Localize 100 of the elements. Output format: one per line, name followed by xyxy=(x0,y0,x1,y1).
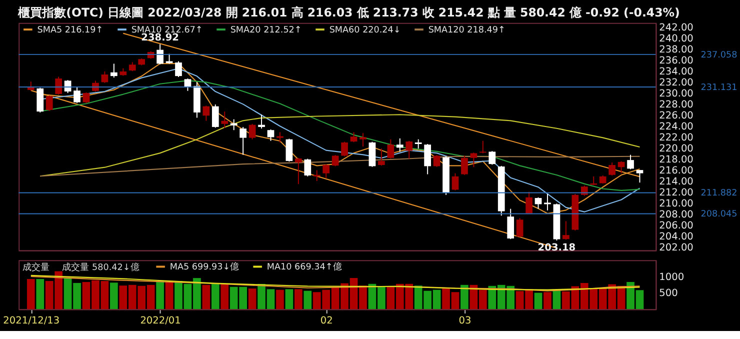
legend-label: MA5 699.93↓億 xyxy=(170,262,240,273)
candlestick xyxy=(248,123,256,140)
candlestick xyxy=(36,87,44,113)
candlestick xyxy=(360,132,366,147)
line-series xyxy=(40,114,640,177)
y-tick-label: 214.00 xyxy=(659,176,694,188)
candlestick xyxy=(562,220,570,240)
candlestick xyxy=(202,105,210,122)
y-tick-label: 222.00 xyxy=(659,132,694,144)
x-tick-label: 2021/12/13 xyxy=(3,315,60,326)
candlestick xyxy=(544,193,551,211)
y-tick-label: 228.00 xyxy=(659,100,694,111)
y-tick-label: 234.00 xyxy=(659,66,694,78)
ref-line-label: 211.882 xyxy=(700,188,738,199)
annotation: 203.18 xyxy=(538,242,576,254)
y-tick-label: 226.00 xyxy=(659,110,694,122)
bar xyxy=(36,279,44,310)
candlestick xyxy=(387,138,394,159)
bar xyxy=(544,292,552,310)
y-tick-label: 224.00 xyxy=(659,122,694,133)
x-tick-label: 02 xyxy=(320,315,333,326)
annotation: 238.92 xyxy=(141,32,179,44)
line-series xyxy=(40,156,640,177)
candlestick xyxy=(507,208,514,240)
bar xyxy=(26,279,35,310)
x-tick-label: 03 xyxy=(458,315,472,326)
candlestick xyxy=(608,162,616,176)
candlestick xyxy=(636,169,644,184)
legend-label: MA10 669.34↑億 xyxy=(266,262,342,273)
candlestick xyxy=(414,138,422,150)
candlestick xyxy=(406,140,413,160)
bar xyxy=(276,290,284,310)
y-tick-label: 206.00 xyxy=(659,220,694,232)
candlestick xyxy=(618,160,625,174)
chart-title: 成交量 xyxy=(22,262,50,273)
y-tick-label: 242.00 xyxy=(659,22,694,34)
series-label: 成交量 580.42↓億 xyxy=(62,262,140,273)
y-tick-label: 220.00 xyxy=(659,144,694,155)
bar xyxy=(285,289,294,310)
candlestick xyxy=(101,70,108,84)
legend-label: SMA20 212.52↑ xyxy=(230,25,302,36)
y-tick-label: 238.00 xyxy=(659,44,694,56)
candlestick xyxy=(304,158,312,177)
legend-label: SMA5 216.19↑ xyxy=(37,25,104,36)
candlestick xyxy=(396,138,404,152)
candlestick xyxy=(230,118,238,131)
candlestick xyxy=(516,218,524,238)
chart-title: 櫃買指數(OTC) 日線圖 2022/03/28 開 216.01 高 216.03 低 213.73 收 215.42 點 量 580.42 億 -0.92 (-0.43%) xyxy=(17,6,680,20)
candlestick xyxy=(240,126,247,156)
y-tick-label: 500 xyxy=(659,288,678,300)
candlestick xyxy=(378,148,385,166)
y-tick-label: 202.00 xyxy=(659,242,694,254)
y-tick-label: 216.00 xyxy=(659,166,694,177)
ref-line-label: 231.131 xyxy=(700,82,738,93)
y-tick-label: 1000 xyxy=(659,272,684,283)
candlestick xyxy=(258,114,265,130)
candlestick xyxy=(175,60,182,78)
candlestick xyxy=(267,128,274,142)
y-tick-label: 210.00 xyxy=(659,198,694,210)
candlestick xyxy=(368,141,376,168)
candlestick xyxy=(156,44,164,65)
candlestick xyxy=(74,86,80,104)
candlestick xyxy=(46,95,53,112)
legend-label: SMA60 220.24↓ xyxy=(329,25,401,36)
candlestick xyxy=(627,154,634,170)
bar xyxy=(248,288,256,310)
candlestick xyxy=(184,78,192,92)
candlestick xyxy=(313,170,320,182)
bar xyxy=(534,292,542,310)
bar xyxy=(460,284,468,310)
candlestick xyxy=(433,154,440,168)
legend-label: SMA120 218.49↑ xyxy=(428,25,506,36)
y-tick-label: 218.00 xyxy=(659,154,694,166)
y-tick-label: 208.00 xyxy=(659,209,694,220)
candlestick xyxy=(322,164,330,178)
ref-line-label: 208.045 xyxy=(700,210,738,220)
bar xyxy=(156,280,164,310)
candlestick xyxy=(461,155,468,176)
candlestick xyxy=(110,63,118,78)
candlestick xyxy=(341,141,348,157)
x-tick-label: 2022/01 xyxy=(140,315,181,326)
bar xyxy=(220,284,229,310)
candlestick xyxy=(286,138,293,162)
y-tick-label: 232.00 xyxy=(659,78,694,89)
candlestick xyxy=(294,157,302,185)
bar xyxy=(165,280,174,310)
candlestick xyxy=(470,152,478,168)
bar xyxy=(110,282,118,310)
y-tick-label: 212.00 xyxy=(659,187,694,198)
candlestick xyxy=(479,140,486,154)
y-tick-label: 204.00 xyxy=(659,231,694,242)
bar xyxy=(552,290,561,310)
y-tick-label: 236.00 xyxy=(659,56,694,67)
bar xyxy=(202,284,210,310)
candlestick xyxy=(424,144,431,175)
candlestick xyxy=(276,132,284,143)
candlestick xyxy=(221,111,228,128)
bar xyxy=(304,290,312,310)
candlestick xyxy=(488,150,496,166)
ref-line-label: 237.058 xyxy=(700,50,738,60)
